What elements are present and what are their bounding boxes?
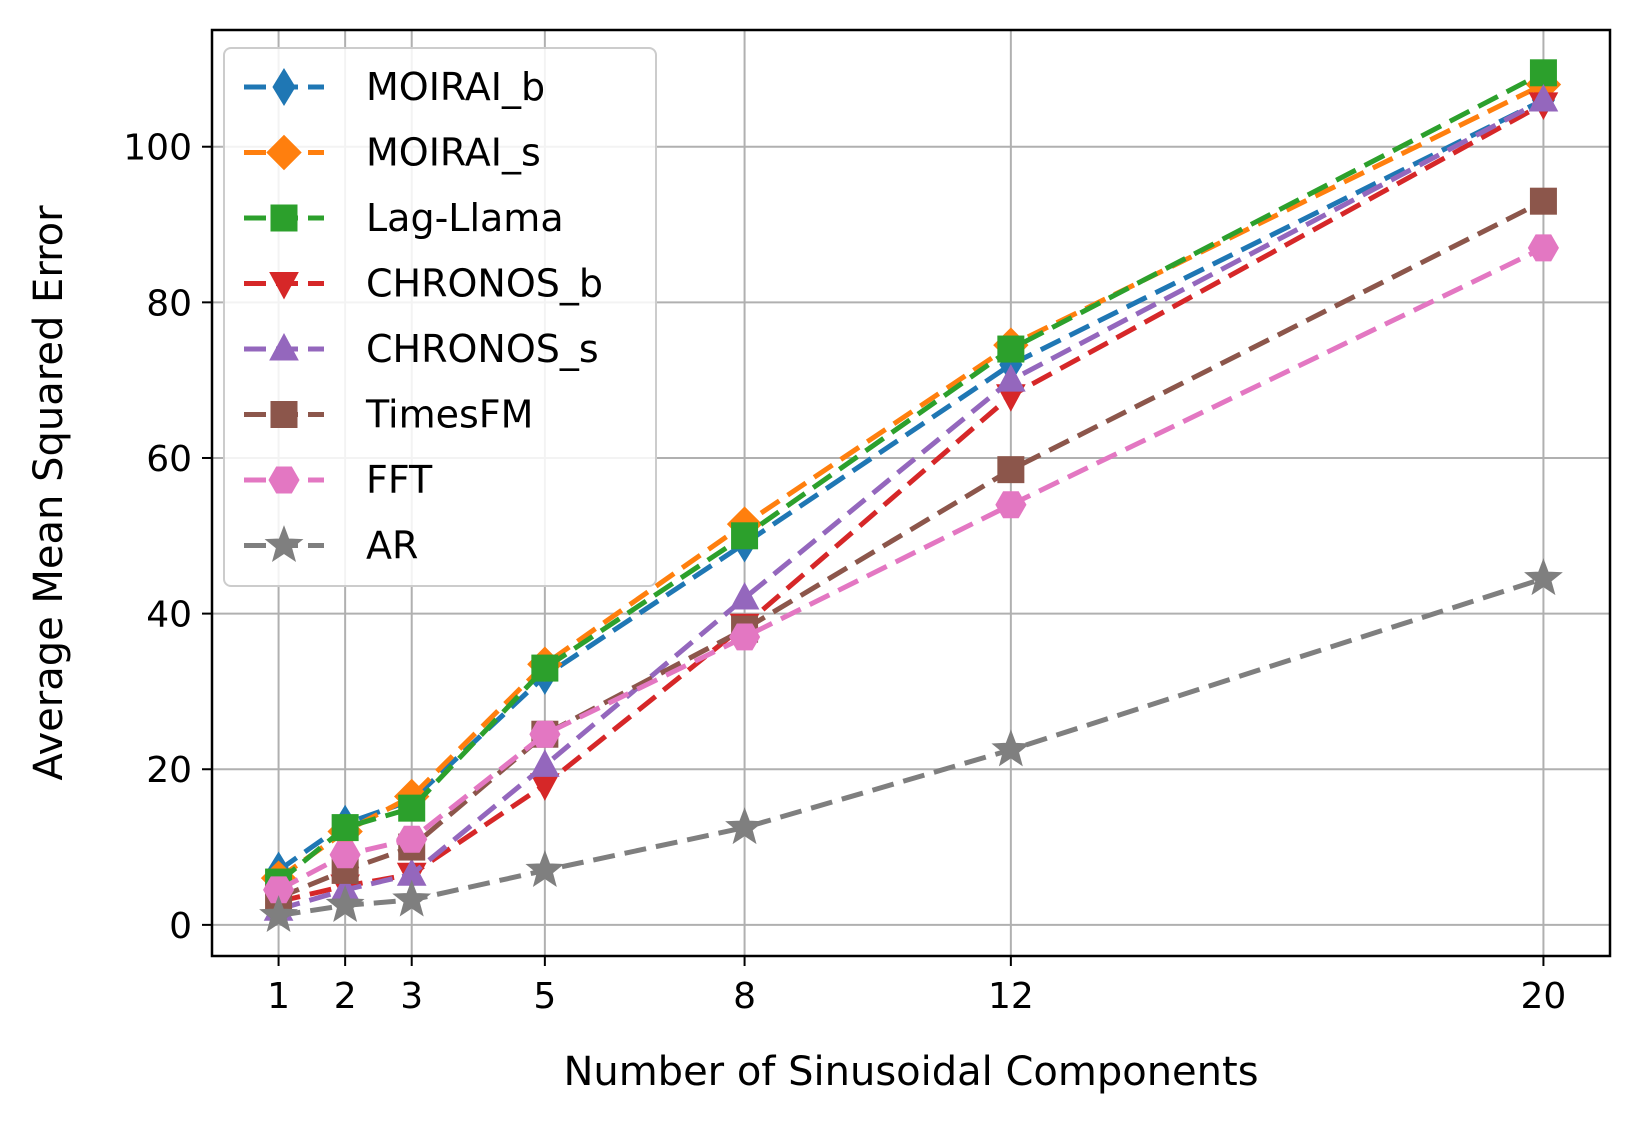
legend-label: FFT <box>366 458 433 502</box>
legend-marker <box>270 204 298 232</box>
legend-item: TimesFM <box>244 393 533 437</box>
y-tick-label: 0 <box>169 906 192 947</box>
legend-marker <box>269 272 299 300</box>
legend-label: MOIRAI_s <box>366 131 541 175</box>
y-tick-label: 40 <box>146 595 192 636</box>
legend-marker <box>269 332 299 361</box>
x-tick-label: 5 <box>533 976 556 1017</box>
data-point <box>1529 187 1557 215</box>
data-point <box>1527 234 1559 262</box>
data-point <box>1528 83 1559 112</box>
data-point <box>1529 59 1557 87</box>
series-fft <box>263 234 1559 904</box>
series-layer <box>259 59 1563 933</box>
legend-label: TimesFM <box>365 393 533 437</box>
x-tick-label: 20 <box>1521 976 1567 1017</box>
data-point <box>259 895 298 933</box>
data-point <box>263 876 295 904</box>
data-point <box>529 720 561 748</box>
legend-marker <box>268 466 300 494</box>
x-tick-label: 1 <box>267 976 290 1017</box>
legend-label: Lag-Llama <box>366 196 564 240</box>
legend-item: Lag-Llama <box>244 196 564 240</box>
data-point <box>997 335 1025 363</box>
y-tick-label: 20 <box>146 750 192 791</box>
legend-label: CHRONOS_b <box>366 262 603 306</box>
data-point <box>329 841 361 869</box>
plot-frame <box>210 28 1612 958</box>
data-point <box>525 849 565 887</box>
data-point <box>725 807 764 845</box>
y-tick-label: 100 <box>123 128 192 169</box>
x-tick-label: 8 <box>733 976 756 1017</box>
legend-label: AR <box>366 524 418 568</box>
data-point <box>731 522 759 550</box>
legend-item: CHRONOS_b <box>244 262 603 306</box>
series-ar <box>259 558 1563 933</box>
data-point <box>995 491 1027 519</box>
legend-marker <box>264 525 304 563</box>
legend-label: MOIRAI_b <box>366 65 545 109</box>
x-axis-title: Number of Sinusoidal Components <box>563 1049 1258 1095</box>
legend-item: AR <box>244 524 418 568</box>
y-axis-title: Average Mean Squared Error <box>26 205 72 781</box>
data-point <box>996 364 1026 392</box>
data-point <box>997 456 1025 484</box>
data-point <box>396 825 428 853</box>
data-point <box>325 884 365 922</box>
legend-marker <box>266 134 302 171</box>
data-point <box>991 729 1031 767</box>
y-tick-label: 60 <box>146 439 192 480</box>
data-point <box>729 623 761 651</box>
x-tick-label: 3 <box>400 976 423 1017</box>
data-point <box>530 773 560 801</box>
legend-item: CHRONOS_s <box>244 327 599 371</box>
data-point <box>531 654 559 682</box>
x-tick-label: 2 <box>334 976 357 1017</box>
data-point <box>331 814 359 842</box>
data-point <box>530 749 560 777</box>
legend-marker <box>272 68 296 106</box>
legend: MOIRAI_b MOIRAI_s Lag-Llama CHRONOS_b CHRONO… <box>223 47 657 587</box>
x-tick-label: 12 <box>988 976 1034 1017</box>
legend-box <box>223 47 657 587</box>
data-point <box>398 794 426 822</box>
data-point <box>1524 558 1563 596</box>
data-point <box>392 879 432 917</box>
series-lag-llama <box>265 59 1557 896</box>
legend-item: MOIRAI_b <box>244 65 545 109</box>
legend-label: CHRONOS_s <box>366 327 599 371</box>
legend-item: FFT <box>244 458 433 502</box>
data-point <box>729 581 760 610</box>
legend-item: MOIRAI_s <box>244 131 541 175</box>
y-tick-label: 80 <box>146 283 192 324</box>
legend-marker <box>270 401 298 428</box>
